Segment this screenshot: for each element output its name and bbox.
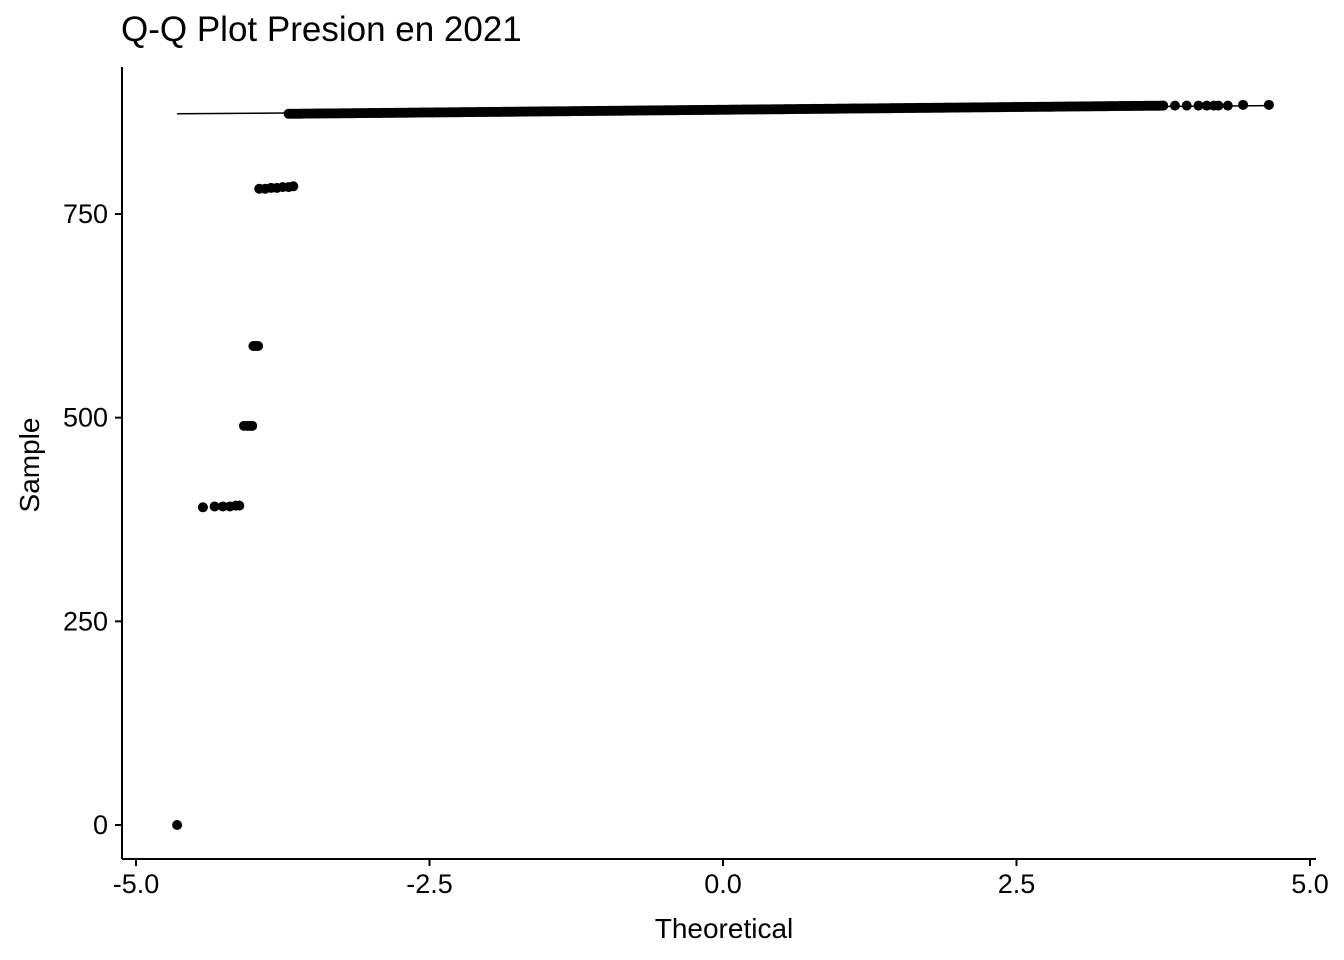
y-tick-label: 250 bbox=[63, 606, 108, 636]
x-tick-label: 5.0 bbox=[1291, 869, 1329, 899]
data-point bbox=[1238, 99, 1249, 110]
data-point bbox=[1263, 99, 1274, 110]
y-axis-title: Sample bbox=[14, 418, 45, 513]
data-point bbox=[1169, 100, 1180, 111]
ticks: -5.0 -2.5 0.0 2.5 5.0 0 250 500 750 bbox=[63, 199, 1329, 899]
y-tick-label: 500 bbox=[63, 403, 108, 433]
data-point bbox=[1158, 100, 1169, 111]
data-point bbox=[1181, 100, 1192, 111]
chart-title: Q-Q Plot Presion en 2021 bbox=[121, 10, 522, 49]
data-point bbox=[209, 501, 220, 512]
data-point bbox=[1213, 100, 1224, 111]
points-group bbox=[172, 99, 1274, 830]
data-point bbox=[1222, 100, 1233, 111]
x-tick-label: -5.0 bbox=[113, 869, 160, 899]
y-tick-label: 0 bbox=[93, 810, 108, 840]
x-tick-label: 0.0 bbox=[704, 869, 742, 899]
data-point bbox=[197, 502, 208, 513]
data-point bbox=[1193, 100, 1204, 111]
y-tick-label: 750 bbox=[63, 199, 108, 229]
data-point bbox=[247, 420, 258, 431]
x-tick-label: -2.5 bbox=[406, 869, 453, 899]
data-point bbox=[234, 500, 245, 511]
data-point bbox=[253, 340, 264, 351]
x-axis-title: Theoretical bbox=[655, 913, 794, 944]
data-point bbox=[172, 820, 183, 830]
data-point bbox=[288, 181, 299, 192]
x-tick-label: 2.5 bbox=[998, 869, 1036, 899]
data-point bbox=[217, 501, 228, 512]
data-point bbox=[1201, 100, 1212, 111]
axes bbox=[121, 67, 1316, 860]
